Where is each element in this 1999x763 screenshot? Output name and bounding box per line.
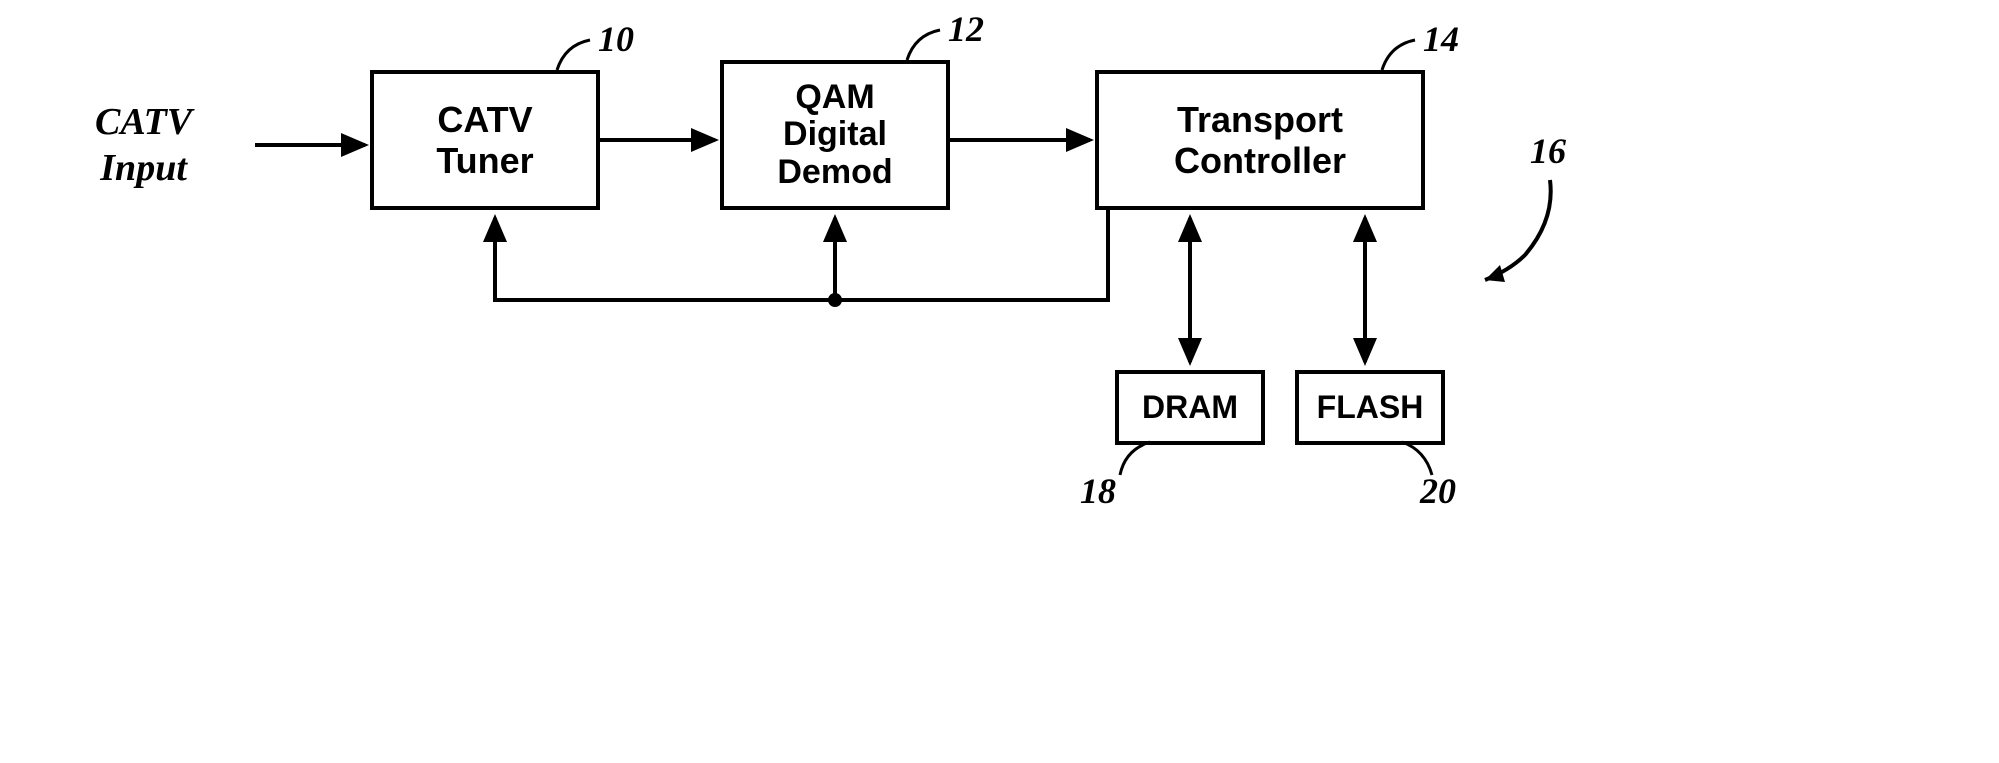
input-label-line1: CATV [95, 101, 192, 143]
ref-curve-10 [555, 35, 595, 75]
demod-label-2: Digital [783, 115, 887, 153]
controller-label-1: Transport [1177, 99, 1343, 140]
controller-label-2: Controller [1174, 140, 1346, 181]
demod-label-3: Demod [777, 153, 892, 191]
ref-curve-16 [1475, 170, 1565, 290]
input-label-line2: Input [100, 147, 187, 189]
block-controller: Transport Controller [1095, 70, 1425, 210]
junction-dot [828, 293, 842, 307]
ref-curve-18 [1115, 440, 1155, 480]
tuner-label-1: CATV [437, 99, 532, 140]
block-flash: FLASH [1295, 370, 1445, 445]
arrows-overlay [0, 0, 1999, 763]
block-dram: DRAM [1115, 370, 1265, 445]
flash-label: FLASH [1317, 389, 1424, 426]
ref-14: 14 [1423, 18, 1459, 60]
ref-10: 10 [598, 18, 634, 60]
block-tuner: CATV Tuner [370, 70, 600, 210]
ref-curve-12 [905, 25, 945, 65]
dram-label: DRAM [1142, 389, 1238, 426]
ref-20: 20 [1420, 470, 1456, 512]
ref-12: 12 [948, 8, 984, 50]
ref-curve-14 [1380, 35, 1420, 75]
arrow-feedback-loop [495, 210, 1108, 300]
ref-16: 16 [1530, 130, 1566, 172]
demod-label-1: QAM [795, 78, 874, 116]
tuner-label-2: Tuner [436, 140, 533, 181]
input-label: CATV Input [95, 100, 192, 191]
ref-18: 18 [1080, 470, 1116, 512]
block-demod: QAM Digital Demod [720, 60, 950, 210]
diagram-canvas: CATV Input CATV Tuner 10 QAM Digital Dem… [0, 0, 1999, 763]
